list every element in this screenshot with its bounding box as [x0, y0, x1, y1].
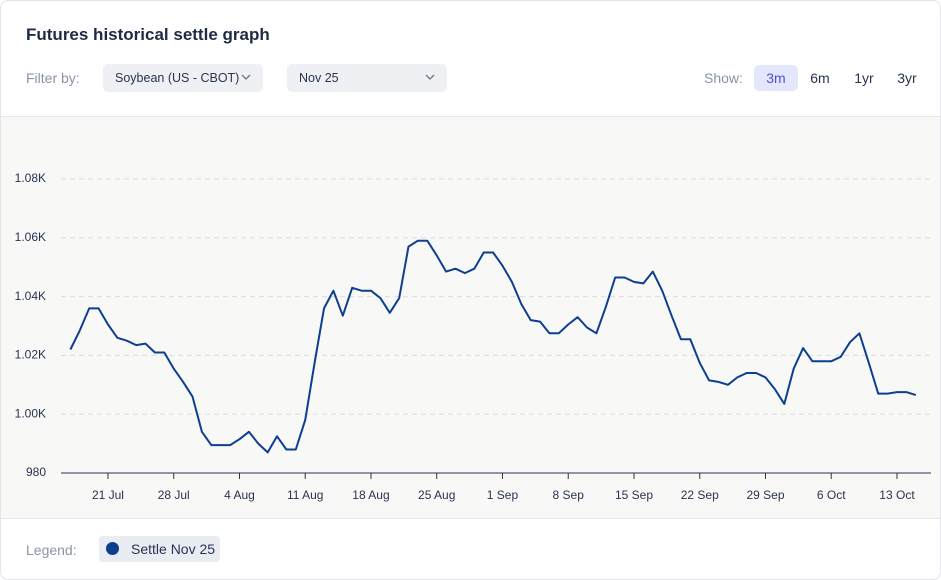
x-tick-label: 21 Jul: [92, 488, 124, 502]
x-tick-label: 4 Aug: [224, 488, 255, 502]
y-tick-label: 1.08K: [15, 171, 46, 185]
dropdown-text: Nov 25: [299, 71, 339, 85]
legend-swatch: [106, 542, 119, 555]
x-tick-label: 6 Oct: [817, 488, 846, 502]
y-tick-label: 1.02K: [15, 348, 46, 362]
range-button[interactable]: 1yr: [854, 70, 874, 86]
legend-text: Settle Nov 25: [131, 541, 216, 557]
range-button[interactable]: 3yr: [897, 70, 917, 86]
x-tick-label: 29 Sep: [746, 488, 784, 502]
x-tick-label: 25 Aug: [418, 488, 455, 502]
title: Futures historical settle graph: [26, 25, 270, 44]
y-tick-label: 1.06K: [15, 230, 46, 244]
filter-label: Filter by:: [26, 70, 80, 86]
legend-label: Legend:: [26, 542, 77, 558]
x-tick-label: 28 Jul: [158, 488, 190, 502]
x-tick-label: 13 Oct: [879, 488, 915, 502]
dropdown[interactable]: Nov 25: [287, 64, 447, 92]
range-button[interactable]: 6m: [810, 70, 830, 86]
x-tick-label: 11 Aug: [287, 488, 323, 502]
x-tick-label: 22 Sep: [681, 488, 719, 502]
dropdown[interactable]: Soybean (US - CBOT): [103, 64, 263, 92]
x-tick-label: 18 Aug: [352, 488, 389, 502]
show-label: Show:: [704, 70, 743, 86]
x-tick-label: 15 Sep: [615, 488, 653, 502]
y-tick-label: 1.04K: [15, 289, 46, 303]
x-tick-label: 1 Sep: [487, 488, 519, 502]
chevron: [425, 74, 435, 80]
chevron: [241, 74, 251, 80]
y-tick-label: 1.00K: [15, 406, 46, 420]
plot-area: 980 1.00K 1.02K 1.04K 1.06K 1.08K 21 Jul 28 Jul…: [1, 116, 940, 519]
dropdown-text: Soybean (US - CBOT): [115, 71, 240, 85]
chart: 980 1.00K 1.02K 1.04K 1.06K 1.08K 21 Jul 28 Jul…: [15, 171, 931, 502]
legend-item[interactable]: Settle Nov 25: [99, 536, 220, 562]
range-button[interactable]: 3m: [754, 65, 798, 91]
series-line: [69, 239, 917, 454]
y-tick-label: 980: [26, 465, 46, 479]
x-tick-label: 8 Sep: [553, 488, 585, 502]
